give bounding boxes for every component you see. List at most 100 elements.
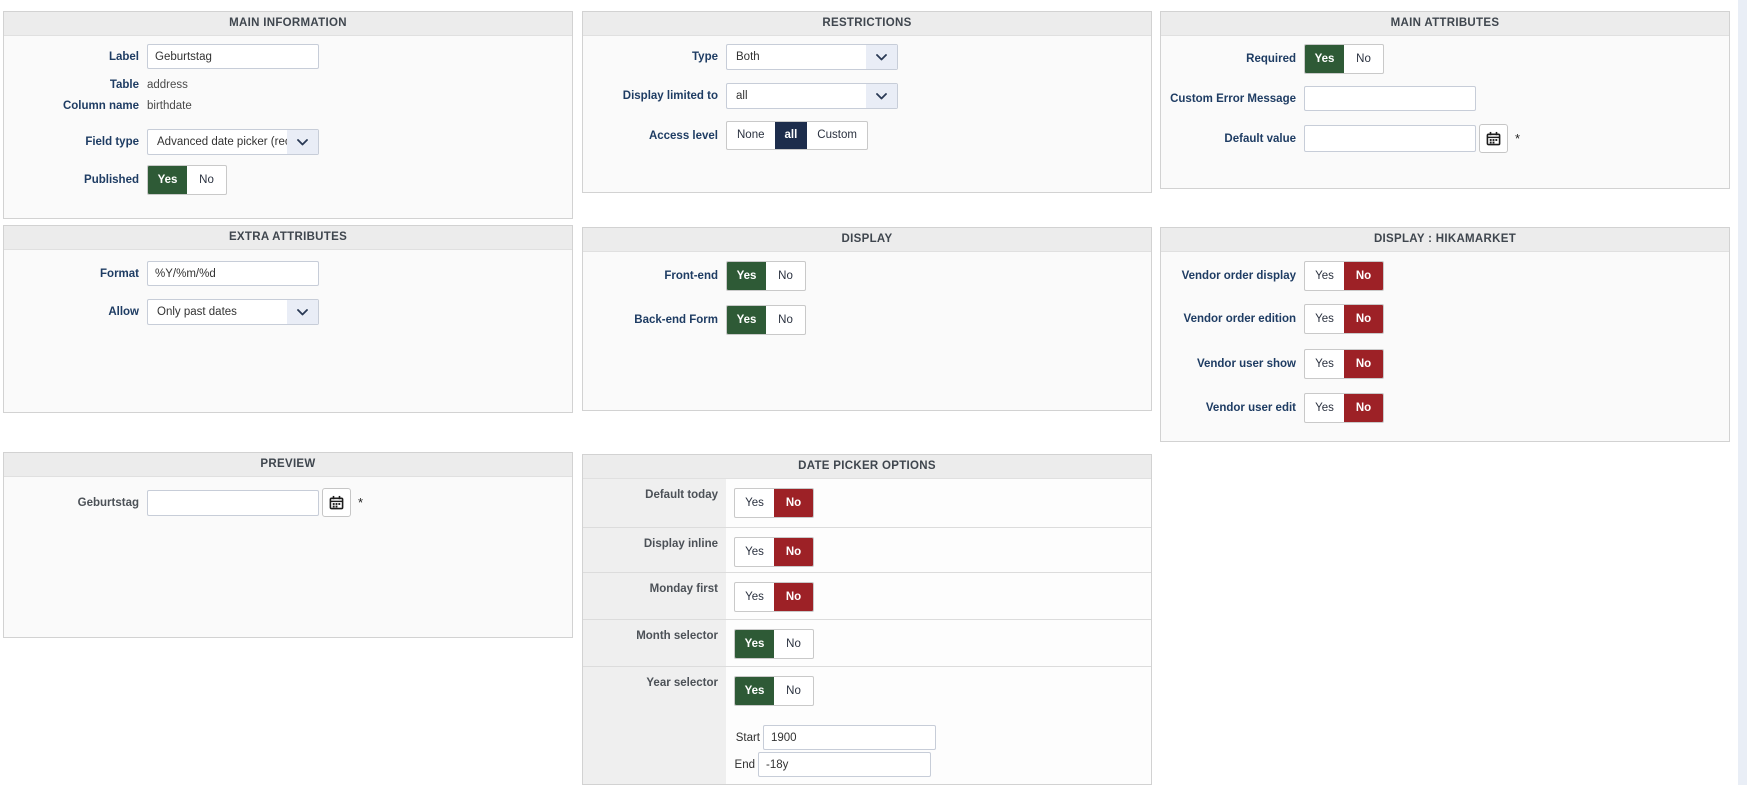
- vendor-user-show-label: Vendor user show: [1196, 358, 1296, 370]
- toggle-no[interactable]: No: [1344, 350, 1383, 378]
- toggle-no[interactable]: No: [1344, 305, 1383, 333]
- toggle-yes[interactable]: Yes: [727, 262, 766, 290]
- toggle-no[interactable]: No: [199, 174, 214, 186]
- option-row-month-selector: Month selector Yes No: [583, 620, 1151, 667]
- form-row: Field type Advanced date picker (reco: [4, 129, 572, 155]
- default-today-label: Default today: [583, 479, 726, 527]
- display-limited-label: Display limited to: [622, 90, 718, 102]
- toggle-no[interactable]: No: [778, 314, 793, 326]
- access-level-option-custom[interactable]: Custom: [817, 129, 857, 141]
- year-start-row: Start: [734, 725, 1151, 750]
- label-input[interactable]: [147, 44, 319, 69]
- vendor-order-display-toggle[interactable]: Yes No: [1304, 261, 1384, 291]
- panel-title: DISPLAY: [583, 228, 1151, 252]
- type-selected-value: Both: [736, 51, 760, 63]
- panel-restrictions: RESTRICTIONS Type Both Display limited t…: [582, 11, 1152, 193]
- allow-label: Allow: [108, 306, 139, 318]
- option-row-display-inline: Display inline Yes No: [583, 528, 1151, 573]
- monday-first-toggle[interactable]: Yes No: [734, 582, 814, 612]
- column-name-value: birthdate: [147, 99, 192, 112]
- display-limited-select[interactable]: all: [726, 83, 898, 109]
- front-end-toggle[interactable]: Yes No: [726, 261, 806, 291]
- format-input[interactable]: [147, 261, 319, 286]
- access-level-label: Access level: [648, 129, 718, 142]
- form-row: Table address: [4, 77, 572, 92]
- form-row: Back-end Form Yes No: [583, 305, 1151, 335]
- year-selector-toggle[interactable]: Yes No: [734, 676, 814, 706]
- type-select[interactable]: Both: [726, 44, 898, 70]
- vendor-user-edit-label: Vendor user edit: [1205, 402, 1296, 414]
- month-selector-toggle[interactable]: Yes No: [734, 629, 814, 659]
- option-row-default-today: Default today Yes No: [583, 479, 1151, 528]
- allow-select[interactable]: Only past dates: [147, 299, 319, 325]
- toggle-yes[interactable]: Yes: [1315, 402, 1334, 414]
- toggle-no[interactable]: No: [786, 685, 801, 697]
- year-end-input[interactable]: [758, 752, 931, 777]
- toggle-yes[interactable]: Yes: [1315, 358, 1334, 370]
- display-inline-label: Display inline: [583, 528, 726, 572]
- toggle-no[interactable]: No: [1344, 394, 1383, 422]
- toggle-no[interactable]: No: [774, 583, 813, 611]
- required-toggle[interactable]: Yes No: [1304, 44, 1384, 74]
- access-level-option-all[interactable]: all: [774, 122, 808, 149]
- required-marker: *: [1515, 131, 1521, 146]
- field-type-select[interactable]: Advanced date picker (reco: [147, 129, 319, 155]
- toggle-yes[interactable]: Yes: [1315, 313, 1334, 325]
- panel-main-information: MAIN INFORMATION Label Table address Col…: [3, 11, 573, 219]
- form-row: Required Yes No: [1161, 44, 1729, 74]
- toggle-yes[interactable]: Yes: [148, 166, 187, 194]
- vendor-user-show-toggle[interactable]: Yes No: [1304, 349, 1384, 379]
- toggle-yes[interactable]: Yes: [1305, 45, 1344, 73]
- form-row: Custom Error Message: [1161, 86, 1729, 111]
- form-row: Published Yes No: [4, 165, 572, 195]
- preview-date-input[interactable]: [147, 489, 319, 516]
- form-row: Allow Only past dates: [4, 299, 572, 325]
- vertical-scrollbar[interactable]: [1738, 0, 1747, 785]
- toggle-no[interactable]: No: [1356, 53, 1371, 65]
- toggle-no[interactable]: No: [786, 638, 801, 650]
- panel-title: MAIN INFORMATION: [4, 12, 572, 36]
- panel-display: DISPLAY Front-end Yes No Back-end Form Y…: [582, 227, 1152, 411]
- toggle-yes[interactable]: Yes: [745, 591, 764, 603]
- access-level-option-none[interactable]: None: [737, 129, 765, 141]
- calendar-button[interactable]: [322, 488, 351, 517]
- preview-field-label: Geburtstag: [77, 496, 139, 509]
- panel-title: PREVIEW: [4, 453, 572, 477]
- back-end-form-toggle[interactable]: Yes No: [726, 305, 806, 335]
- form-row: Geburtstag *: [4, 488, 572, 517]
- month-selector-label: Month selector: [583, 620, 726, 666]
- vendor-order-edition-toggle[interactable]: Yes No: [1304, 304, 1384, 334]
- toggle-no[interactable]: No: [778, 270, 793, 282]
- year-start-input[interactable]: [763, 725, 936, 750]
- form-row: Vendor user show Yes No: [1161, 349, 1729, 379]
- vendor-user-edit-toggle[interactable]: Yes No: [1304, 393, 1384, 423]
- published-toggle[interactable]: Yes No: [147, 165, 227, 195]
- calendar-button[interactable]: [1479, 124, 1508, 153]
- access-level-group[interactable]: None all Custom: [726, 121, 868, 150]
- default-today-toggle[interactable]: Yes No: [734, 488, 814, 518]
- display-inline-toggle[interactable]: Yes No: [734, 537, 814, 567]
- toggle-yes[interactable]: Yes: [727, 306, 766, 334]
- required-label: Required: [1246, 53, 1296, 65]
- toggle-yes[interactable]: Yes: [735, 677, 774, 705]
- toggle-yes[interactable]: Yes: [745, 497, 764, 509]
- panel-title: DATE PICKER OPTIONS: [583, 455, 1151, 479]
- form-row: Vendor user edit Yes No: [1161, 393, 1729, 423]
- toggle-no[interactable]: No: [774, 538, 813, 566]
- allow-selected-value: Only past dates: [157, 306, 237, 318]
- back-end-form-label: Back-end Form: [634, 314, 718, 326]
- custom-error-input[interactable]: [1304, 86, 1476, 111]
- option-row-monday-first: Monday first Yes No: [583, 573, 1151, 620]
- year-start-label: Start: [735, 731, 760, 744]
- default-value-input[interactable]: [1304, 125, 1476, 152]
- toggle-yes[interactable]: Yes: [735, 630, 774, 658]
- default-value-label: Default value: [1224, 132, 1296, 145]
- custom-error-label: Custom Error Message: [1170, 92, 1296, 105]
- panel-main-attributes: MAIN ATTRIBUTES Required Yes No Custom E…: [1160, 11, 1730, 189]
- toggle-no[interactable]: No: [1344, 262, 1383, 290]
- toggle-yes[interactable]: Yes: [745, 546, 764, 558]
- calendar-icon: [1486, 131, 1501, 146]
- vendor-order-display-label: Vendor order display: [1181, 270, 1296, 282]
- toggle-no[interactable]: No: [774, 489, 813, 517]
- toggle-yes[interactable]: Yes: [1315, 270, 1334, 282]
